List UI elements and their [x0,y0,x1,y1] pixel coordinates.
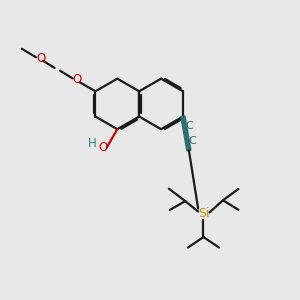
Text: O: O [73,74,82,86]
Text: C: C [188,136,196,146]
Text: Si: Si [198,207,209,220]
Text: O: O [98,141,108,154]
Text: H: H [88,137,96,150]
Text: O: O [36,52,45,65]
Text: C: C [185,121,193,131]
